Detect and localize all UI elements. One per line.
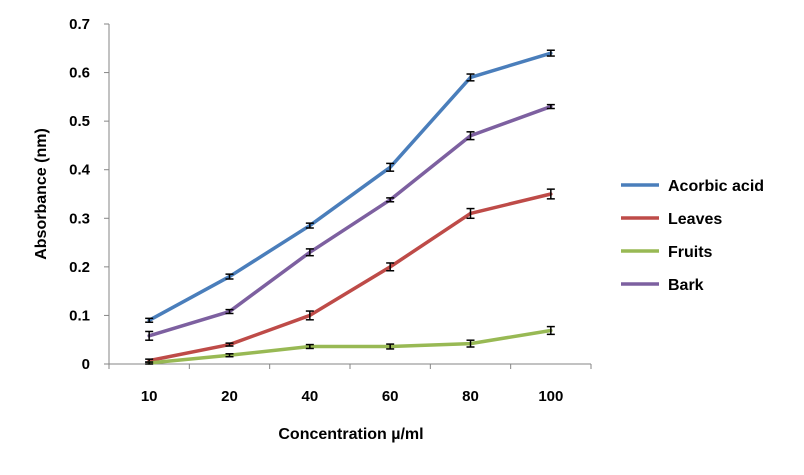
- y-tick-label: 0: [82, 356, 90, 373]
- error-bar: [145, 361, 154, 365]
- legend-item-bark: Bark: [621, 277, 704, 294]
- series-line-fruits: [147, 328, 553, 365]
- legend: Acorbic acid Leaves Fruits Bark: [621, 178, 764, 294]
- error-bar: [466, 131, 475, 141]
- y-tick-label: 0.4: [69, 162, 91, 179]
- legend-item-leaves: Leaves: [621, 211, 722, 228]
- x-tick-label: 40: [301, 388, 318, 405]
- error-bar: [225, 353, 234, 358]
- series-fruits: [145, 325, 555, 365]
- legend-item-fruits: Fruits: [621, 244, 713, 261]
- series-line-leaves: [147, 192, 553, 363]
- error-bar: [546, 103, 555, 110]
- y-tick-label: 0.6: [69, 65, 90, 82]
- x-tick-label: 10: [141, 388, 158, 405]
- error-bar: [225, 308, 234, 315]
- error-bar: [386, 162, 395, 172]
- x-tick-label: 60: [382, 388, 399, 405]
- series-line-bark: [147, 104, 553, 338]
- error-bar: [466, 207, 475, 220]
- error-bar: [546, 188, 555, 200]
- y-axis-ticks: 0 0.1 0.2 0.3 0.4 0.5 0.6 0.7: [69, 16, 109, 373]
- series-layer: [145, 49, 555, 365]
- error-bar: [466, 73, 475, 82]
- error-bar: [145, 330, 154, 341]
- error-bar: [386, 343, 395, 350]
- error-bar: [466, 339, 475, 348]
- x-axis-ticks: 10 20 40 60 80 100: [108, 364, 592, 405]
- error-bar: [386, 262, 395, 272]
- legend-label: Acorbic acid: [668, 178, 764, 195]
- error-bar: [305, 343, 314, 350]
- error-bar: [305, 248, 314, 257]
- plot-area: 0 0.1 0.2 0.3 0.4 0.5 0.6 0.7 10 20 40 60 80 100: [69, 16, 592, 405]
- error-bar: [305, 310, 314, 321]
- legend-label: Bark: [668, 277, 704, 294]
- y-tick-label: 0.3: [69, 210, 90, 227]
- error-bar: [225, 273, 234, 280]
- y-axis-title: Absorbance (nm): [33, 128, 50, 260]
- series-acorbic-acid: [145, 49, 555, 323]
- legend-item-acorbic-acid: Acorbic acid: [621, 178, 764, 195]
- error-bar: [225, 342, 234, 347]
- legend-label: Leaves: [668, 211, 722, 228]
- error-bar: [546, 49, 555, 57]
- error-bar: [145, 317, 154, 323]
- x-tick-label: 20: [221, 388, 238, 405]
- error-bar: [305, 222, 314, 229]
- y-tick-label: 0.7: [69, 16, 90, 33]
- error-bar: [546, 325, 555, 336]
- y-tick-label: 0.1: [69, 307, 90, 324]
- series-line-acorbic-acid: [147, 51, 553, 323]
- error-bar: [386, 197, 395, 203]
- series-leaves: [145, 188, 555, 363]
- x-axis-title: Concentration µ/ml: [278, 426, 423, 443]
- y-tick-label: 0.5: [69, 113, 90, 130]
- x-tick-label: 100: [538, 388, 563, 405]
- x-tick-label: 80: [462, 388, 479, 405]
- series-bark: [145, 103, 555, 341]
- y-tick-label: 0.2: [69, 259, 90, 276]
- legend-label: Fruits: [668, 244, 713, 261]
